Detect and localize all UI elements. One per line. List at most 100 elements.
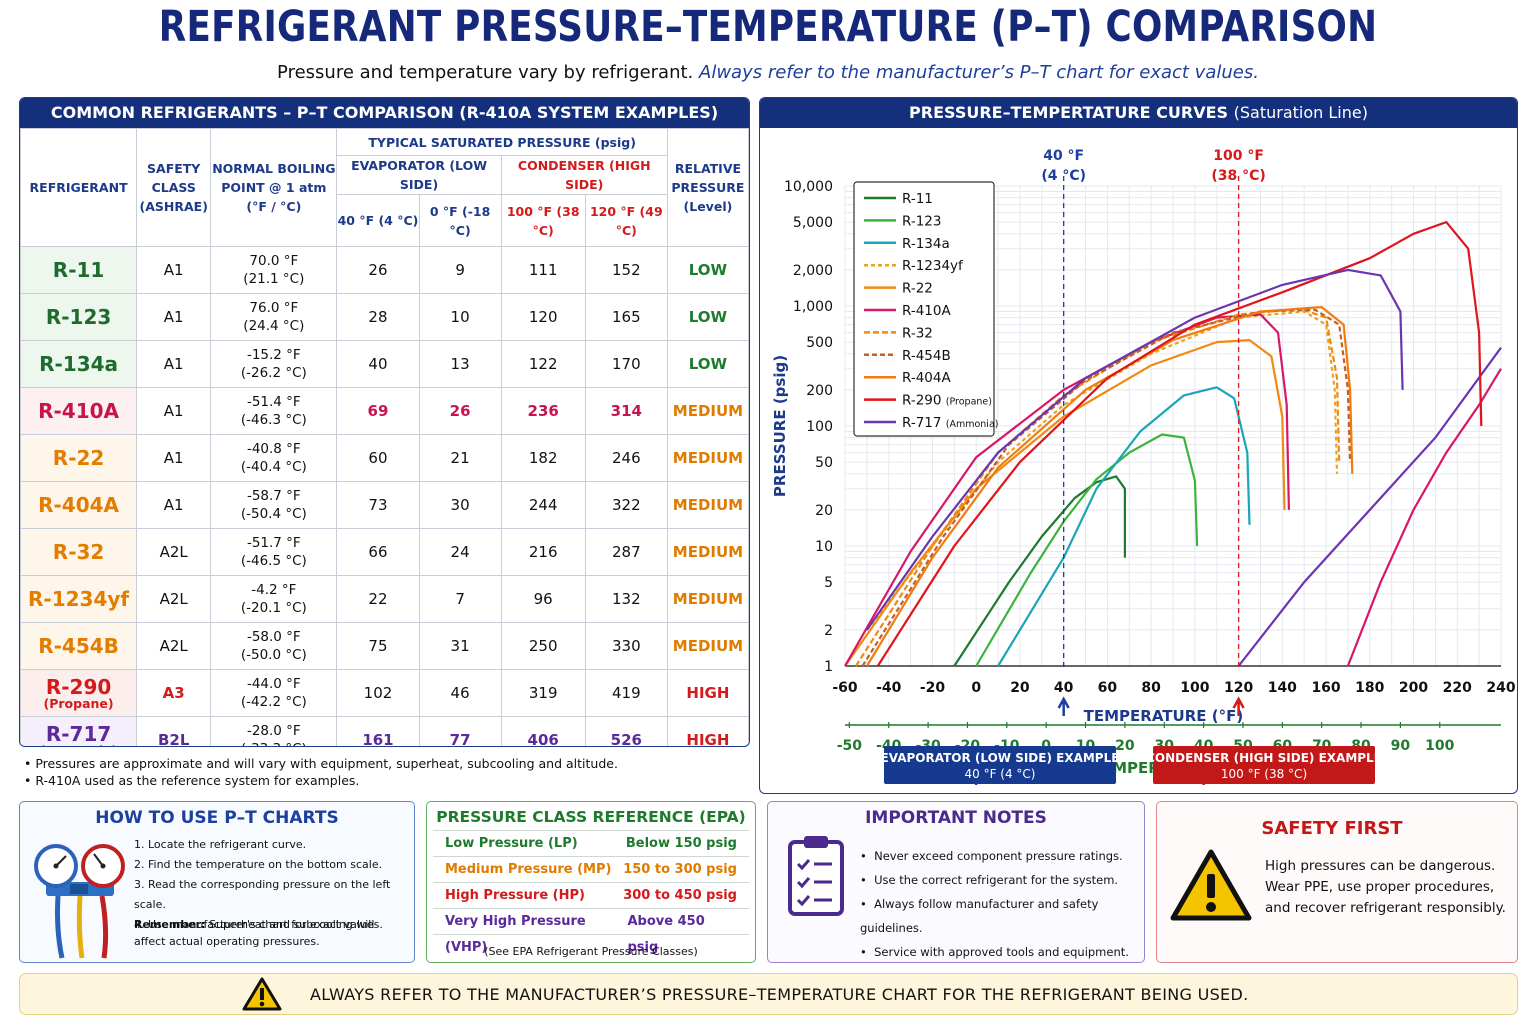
pressure-value: 406 (500, 716, 586, 746)
x-tick-label: -20 (920, 680, 946, 696)
relative-level: HIGH (666, 669, 749, 717)
table-row: R-410A A1 -51.4 °F (-46.3 °C) 69 26 236 314 MEDI… (20, 387, 749, 435)
condenser-callout (1153, 746, 1375, 784)
safety-class: A2L (136, 575, 212, 623)
pressure-value: 102 (336, 669, 420, 717)
safety-class: A1 (136, 293, 212, 341)
epa-reference-box: PRESSURE CLASS REFERENCE (EPA) Low Press… (426, 801, 756, 963)
relative-level: MEDIUM (666, 481, 749, 529)
safety-class: A3 (136, 669, 212, 717)
how-to-step: 4. Use manufacturer's chart for exact va… (134, 918, 383, 931)
y-axis-label: PRESSURE (psig) (771, 355, 789, 497)
y-tick-label: 1,000 (793, 299, 833, 315)
y-tick-label: 2,000 (793, 263, 833, 279)
col-condenser: CONDENSER (HIGH SIDE) (500, 155, 668, 195)
safety-class: A1 (136, 246, 212, 294)
safety-class: A1 (136, 481, 212, 529)
epa-class-name: Very High Pressure (VHP) (445, 914, 586, 955)
series-line-r-11 (953, 475, 1126, 667)
epa-class-row: Medium Pressure (MP) 150 to 300 psig (433, 857, 749, 883)
boiling-point: -28.0 °F(-33.3 °C) (210, 716, 338, 746)
relative-level: MEDIUM (666, 434, 749, 482)
x-tick-label: 220 (1443, 680, 1472, 696)
col-0f: 0 °F (-18 °C) (418, 194, 502, 247)
pt-chart: 10,0005,0002,0001,000500200100502010521-… (771, 148, 1516, 785)
footer-banner: ALWAYS REFER TO THE MANUFACTURER’S PRESS… (19, 973, 1518, 1015)
y-tick-label: 5,000 (793, 215, 833, 231)
pressure-value: 244 (500, 481, 586, 529)
col-typical-pressure: TYPICAL SATURATED PRESSURE (psig) (336, 128, 668, 156)
relative-level: MEDIUM (666, 622, 749, 670)
celsius-tick-label: 100 (1425, 738, 1454, 754)
refrigerant-name: R-290 (Propane) (20, 669, 138, 717)
important-item: • Always follow manufacturer and safety … (860, 897, 1099, 935)
safety-class: A1 (136, 434, 212, 482)
subtitle-emphasis: Always refer to the manufacturer’s P–T c… (699, 62, 1259, 83)
pressure-value: 46 (418, 669, 502, 717)
boiling-point: -4.2 °F (-20.1 °C) (210, 575, 338, 623)
epa-class-range: Above 450 psig (627, 914, 705, 955)
y-tick-label: 2 (824, 623, 833, 639)
safety-text: High pressures can be dangerous. Wear PP… (1265, 858, 1506, 916)
table-row: R-134a A1 -15.2 °F (-26.2 °C) 40 13 122 170 LOW (20, 340, 749, 388)
evaporator-callout (884, 746, 1116, 784)
pressure-value: 40 (336, 340, 420, 388)
important-item: • Service with approved tools and equipm… (860, 945, 1129, 959)
table-row: R-123 A1 76.0 °F (24.4 °C) 28 10 120 165 LOW (20, 293, 749, 341)
col-refrigerant: REFRIGERANT (20, 128, 138, 247)
col-safety: SAFETY CLASS (ASHRAE) (136, 128, 212, 247)
clipboard-checklist-icon (788, 836, 844, 916)
y-tick-label: 10,000 (784, 179, 833, 195)
refrigerant-name: R-22 (20, 434, 138, 482)
footer-text: ALWAYS REFER TO THE MANUFACTURER’S PRESS… (310, 985, 1249, 1004)
series-line-r-22 (844, 339, 1286, 667)
pressure-value: 22 (336, 575, 420, 623)
important-item: • Never exceed component pressure rating… (860, 849, 1123, 863)
note-item: • Pressures are approximate and will var… (24, 756, 618, 771)
epa-class-name: High Pressure (HP) (445, 888, 585, 903)
refrigerant-name: R-717(Ammonia) (20, 716, 138, 746)
table-row: R-22 A1 -40.8 °F (-40.4 °C) 60 21 182 246 MEDIUM (20, 434, 749, 482)
note-item: • R-410A used as the reference system fo… (24, 773, 360, 788)
condenser-callout-title: CONDENSER (HIGH SIDE) EXAMPLE (1146, 751, 1382, 765)
relative-level: HIGH (666, 716, 749, 746)
pressure-value: 111 (500, 246, 586, 294)
relative-level: LOW (666, 340, 749, 388)
important-item: • Use the correct refrigerant for the sy… (860, 873, 1119, 887)
pressure-value: 66 (336, 528, 420, 576)
epa-footnote: (See EPA Refrigerant Pressure Classes) (484, 945, 698, 958)
y-tick-label: 10 (815, 539, 833, 555)
relative-level: MEDIUM (666, 387, 749, 435)
refrigerant-table-panel: COMMON REFRIGERANTS – P–T COMPARISON (R-… (19, 97, 750, 747)
pressure-value: 246 (584, 434, 668, 482)
pressure-value: 120 (500, 293, 586, 341)
table-row: R-404A A1 -58.7 °F (-50.4 °C) 73 30 244 322 MEDI… (20, 481, 749, 529)
epa-class-row: Very High Pressure (VHP) Above 450 psig (433, 909, 749, 955)
relative-level: LOW (666, 246, 749, 294)
pressure-value: 26 (336, 246, 420, 294)
pressure-value: 10 (418, 293, 502, 341)
legend-label: R-134a (902, 236, 950, 252)
col-100f: 100 °F (38 °C) (500, 194, 586, 247)
table-row: R-717(Ammonia)B2L-28.0 °F(-33.3 °C)16177… (20, 716, 749, 746)
safety-first-box: SAFETY FIRST High pressures can be dange… (1156, 801, 1518, 963)
y-tick-label: 100 (806, 419, 833, 435)
refrigerant-name: R-410A (20, 387, 138, 435)
series-line-r-1234yf (866, 310, 1339, 631)
y-tick-label: 20 (815, 503, 833, 519)
important-notes-box: IMPORTANT NOTES • Never exceed component… (767, 801, 1145, 963)
important-title: IMPORTANT NOTES (865, 808, 1047, 828)
pressure-value: 24 (418, 528, 502, 576)
epa-class-name: Medium Pressure (MP) (445, 862, 612, 877)
pressure-value: 319 (500, 669, 586, 717)
x-tick-label: 180 (1355, 680, 1384, 696)
boiling-point: -51.7 °F (-46.5 °C) (210, 528, 338, 576)
how-to-steps: 1. Locate the refrigerant curve. 2. Find… (134, 835, 414, 935)
boiling-point: 70.0 °F (21.1 °C) (210, 246, 338, 294)
x-tick-label: 60 (1098, 680, 1118, 696)
page-title: REFRIGERANT PRESSURE–TEMPERATURE (P–T) C… (158, 2, 1378, 52)
celsius-tick-label: -50 (837, 738, 863, 754)
boiling-point: -58.7 °F (-50.4 °C) (210, 481, 338, 529)
boiling-point: -44.0 °F (-42.2 °C) (210, 669, 338, 717)
arrow-icon (1057, 696, 1070, 716)
